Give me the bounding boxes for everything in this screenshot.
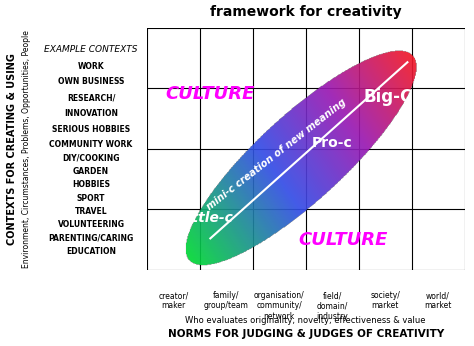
- Text: VOLUNTEERING: VOLUNTEERING: [58, 220, 125, 229]
- Text: SERIOUS HOBBIES: SERIOUS HOBBIES: [52, 125, 130, 134]
- Text: 4C contexts & norms
framework for creativity: 4C contexts & norms framework for creati…: [210, 0, 401, 19]
- Text: little-c: little-c: [182, 211, 233, 225]
- Text: CULTURE: CULTURE: [166, 85, 255, 103]
- Text: RESEARCH/: RESEARCH/: [67, 93, 115, 102]
- Text: WORK: WORK: [78, 62, 104, 71]
- Text: COMMUNITY WORK: COMMUNITY WORK: [49, 140, 133, 149]
- Text: GARDEN: GARDEN: [73, 167, 109, 176]
- Text: world/
market: world/ market: [424, 291, 452, 310]
- Text: Big-C: Big-C: [363, 88, 412, 106]
- Text: SPORT: SPORT: [77, 194, 105, 203]
- Text: CULTURE: CULTURE: [298, 230, 387, 249]
- Text: organisation/
community/
network: organisation/ community/ network: [254, 291, 305, 321]
- Text: creator/
maker: creator/ maker: [158, 291, 189, 310]
- Text: OWN BUSINESS: OWN BUSINESS: [58, 78, 124, 86]
- Text: HOBBIES: HOBBIES: [72, 180, 110, 189]
- Text: TRAVEL: TRAVEL: [75, 207, 108, 216]
- Text: INNOVATION: INNOVATION: [64, 109, 118, 118]
- Text: EDUCATION: EDUCATION: [66, 247, 116, 256]
- Text: Environment, Circumstances, Problems, Opportunities, People: Environment, Circumstances, Problems, Op…: [22, 30, 31, 268]
- Text: NORMS FOR JUDGING & JUDGES OF CREATIVITY: NORMS FOR JUDGING & JUDGES OF CREATIVITY: [168, 329, 444, 339]
- Text: EXAMPLE CONTEXTS: EXAMPLE CONTEXTS: [45, 45, 138, 54]
- Text: Pro-c: Pro-c: [312, 136, 353, 150]
- Text: CONTEXTS FOR CREATING & USING: CONTEXTS FOR CREATING & USING: [7, 53, 17, 245]
- Text: field/
domain/
industry: field/ domain/ industry: [316, 291, 348, 321]
- Text: mini-c creation of new meaning: mini-c creation of new meaning: [205, 97, 348, 212]
- Text: family/
group/team: family/ group/team: [204, 291, 249, 310]
- Text: society/
market: society/ market: [370, 291, 400, 310]
- Text: Who evaluates originality, novelty, effectiveness & value: Who evaluates originality, novelty, effe…: [185, 316, 426, 325]
- Text: PARENTING/CARING: PARENTING/CARING: [48, 234, 134, 243]
- Text: DIY/COOKING: DIY/COOKING: [63, 154, 120, 163]
